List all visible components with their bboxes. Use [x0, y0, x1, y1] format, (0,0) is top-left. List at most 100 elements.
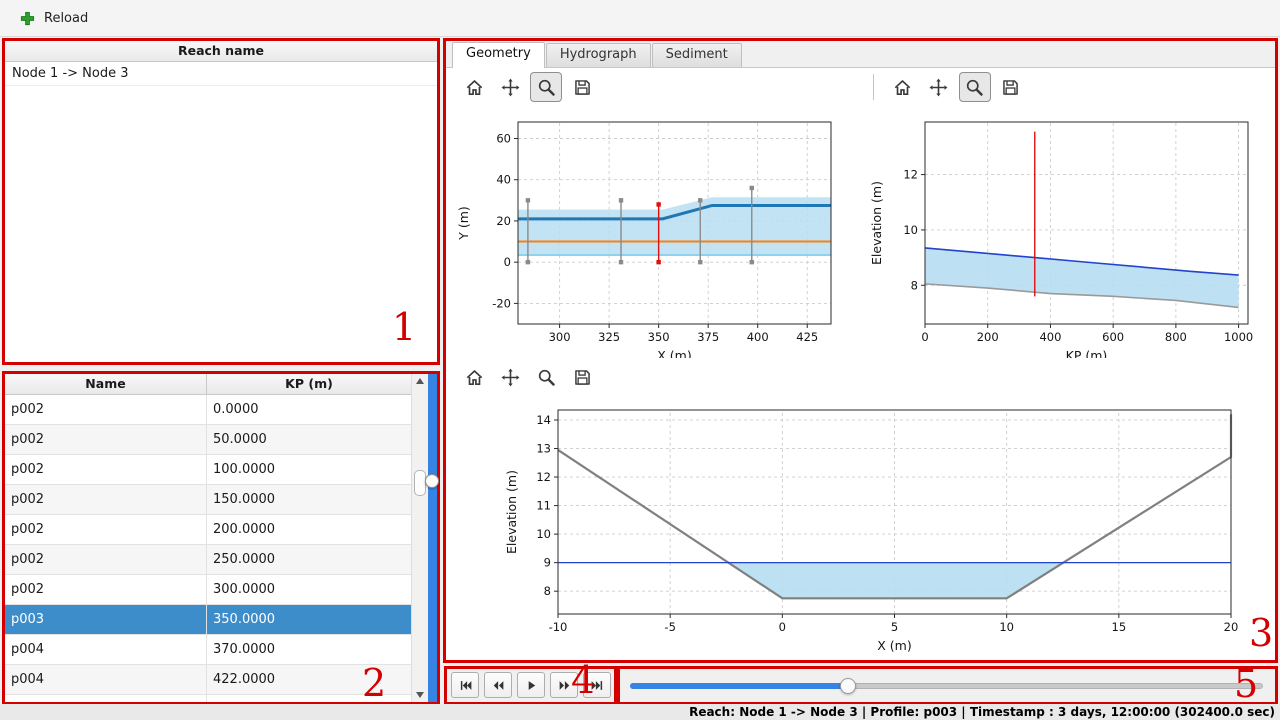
table-row[interactable]: p002 150.0000: [5, 485, 411, 515]
svg-text:-20: -20: [492, 296, 511, 310]
slider-handle[interactable]: [840, 678, 857, 694]
zoom-button[interactable]: [958, 72, 991, 102]
plan-plot-group: 300 325 350 375 400 425 -20 0 20 40 60 X (m) Y (m): [446, 68, 861, 358]
profile-plot-toolbar: [860, 68, 1275, 106]
svg-text:60: 60: [496, 131, 511, 145]
cell-kp[interactable]: 50.0000: [213, 432, 267, 447]
save-button[interactable]: [995, 72, 1027, 102]
table-row[interactable]: p002 0.0000: [5, 395, 411, 425]
top-plots-row: 300 325 350 375 400 425 -20 0 20 40 60 X (m) Y (m) 0…: [446, 68, 1275, 358]
cell-name[interactable]: p003: [5, 605, 207, 634]
save-button[interactable]: [566, 72, 598, 102]
svg-text:40: 40: [496, 173, 511, 187]
tab-sediment[interactable]: Sediment: [651, 43, 742, 67]
svg-text:0: 0: [504, 255, 511, 269]
zoom-button[interactable]: [530, 72, 562, 102]
home-button[interactable]: [458, 362, 490, 392]
tab-geometry[interactable]: Geometry: [452, 42, 545, 68]
table-row[interactable]: p002 300.0000: [5, 575, 411, 605]
reload-button[interactable]: Reload: [20, 11, 88, 26]
timeline-slider-region: [617, 666, 1278, 705]
table-row[interactable]: p002 250.0000: [5, 545, 411, 575]
svg-text:X (m): X (m): [877, 638, 911, 653]
annotation-number-1: 1: [392, 305, 417, 349]
cell-kp[interactable]: 350.0000: [213, 612, 276, 627]
table-row[interactable]: p002 200.0000: [5, 515, 411, 545]
panel-scrollbar[interactable]: [425, 374, 439, 702]
cell-name[interactable]: p004: [5, 665, 207, 694]
annotation-number-4: 4: [571, 658, 596, 702]
save-icon: [1003, 79, 1018, 95]
cell-kp[interactable]: 300.0000: [213, 582, 276, 597]
play-button[interactable]: [517, 672, 545, 698]
column-header-name[interactable]: Name: [5, 374, 207, 394]
long-profile-chart[interactable]: 0 200 400 600 800 1000 8 10 12 KP (m) Elevation (m…: [860, 106, 1275, 358]
svg-text:11: 11: [536, 499, 551, 513]
table-row[interactable]: p003 350.0000: [5, 605, 411, 635]
cell-kp[interactable]: 250.0000: [213, 552, 276, 567]
reach-list-item[interactable]: Node 1 -> Node 3: [5, 62, 437, 86]
table-row[interactable]: p004 422.0000: [5, 665, 411, 695]
cross-section-chart[interactable]: -10 -5 0 5 10 15 20 8 9 10 11 12 13 14 X (m) Elevation …: [446, 396, 1275, 660]
scrollbar-track[interactable]: [412, 388, 428, 688]
cell-kp[interactable]: 0.0000: [213, 402, 259, 417]
table-row[interactable]: p002 50.0000: [5, 425, 411, 455]
panel-scrollbar-handle[interactable]: [425, 474, 439, 488]
svg-text:X (m): X (m): [657, 348, 691, 358]
save-button[interactable]: [566, 362, 598, 392]
skip-end-button[interactable]: [583, 672, 611, 698]
cell-kp[interactable]: 370.0000: [213, 642, 276, 657]
home-button[interactable]: [887, 72, 919, 102]
cell-name[interactable]: p002: [5, 395, 207, 424]
tab-hydrograph[interactable]: Hydrograph: [545, 43, 651, 67]
cell-name[interactable]: p002: [5, 485, 207, 514]
svg-text:-5: -5: [664, 620, 675, 634]
cell-kp[interactable]: 150.0000: [213, 492, 276, 507]
cell-name[interactable]: p002: [5, 515, 207, 544]
svg-text:8: 8: [910, 278, 917, 292]
skip-start-button[interactable]: [451, 672, 479, 698]
table-scrollbar[interactable]: [411, 374, 428, 702]
cell-kp[interactable]: 422.0000: [213, 672, 276, 687]
playback-controls: [444, 666, 617, 705]
reach-list-header: Reach name: [5, 41, 437, 62]
plan-view-chart[interactable]: 300 325 350 375 400 425 -20 0 20 40 60 X (m) Y (m): [446, 106, 861, 358]
scroll-up-icon[interactable]: [412, 374, 428, 388]
scroll-down-icon[interactable]: [412, 688, 428, 702]
svg-text:20: 20: [1224, 620, 1239, 634]
svg-text:10: 10: [903, 223, 918, 237]
svg-text:Elevation (m): Elevation (m): [504, 470, 519, 554]
table-row[interactable]: p002 100.0000: [5, 455, 411, 485]
table-row[interactable]: p004 370.0000: [5, 635, 411, 665]
forward-button[interactable]: [550, 672, 578, 698]
cell-kp[interactable]: 100.0000: [213, 462, 276, 477]
zoom-icon: [538, 369, 555, 386]
svg-text:325: 325: [598, 330, 620, 344]
cell-kp[interactable]: 200.0000: [213, 522, 276, 537]
cell-name[interactable]: p002: [5, 545, 207, 574]
skip-start-icon: [460, 680, 471, 690]
rewind-button[interactable]: [484, 672, 512, 698]
svg-text:KP (m): KP (m): [1065, 348, 1107, 358]
cross-section-plot-group: -10 -5 0 5 10 15 20 8 9 10 11 12 13 14 X (m) Elevation …: [446, 358, 1275, 660]
cell-name[interactable]: p002: [5, 575, 207, 604]
home-button[interactable]: [458, 72, 490, 102]
pan-button[interactable]: [923, 72, 955, 102]
cell-name[interactable]: p002: [5, 455, 207, 484]
plan-plot-toolbar: [446, 68, 861, 106]
pan-button[interactable]: [494, 72, 526, 102]
annotation-number-2: 2: [362, 661, 387, 705]
timeline-slider[interactable]: [630, 678, 1263, 694]
svg-text:Elevation (m): Elevation (m): [869, 181, 884, 265]
pan-button[interactable]: [494, 362, 526, 392]
zoom-button[interactable]: [530, 362, 562, 392]
cell-name[interactable]: p004: [5, 635, 207, 664]
column-header-kp[interactable]: KP (m): [285, 376, 333, 391]
svg-text:800: 800: [1164, 330, 1186, 344]
cell-name[interactable]: p002: [5, 425, 207, 454]
svg-text:10: 10: [999, 620, 1014, 634]
svg-text:0: 0: [921, 330, 928, 344]
reach-list: Node 1 -> Node 3: [5, 62, 437, 86]
scrollbar-handle[interactable]: [414, 470, 426, 496]
svg-text:15: 15: [1112, 620, 1127, 634]
